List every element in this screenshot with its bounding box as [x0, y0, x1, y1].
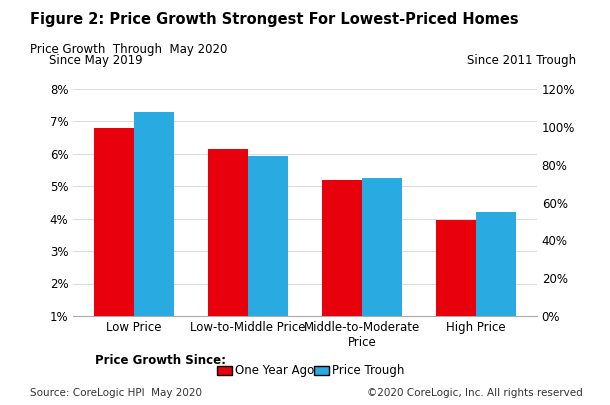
Text: Figure 2: Price Growth Strongest For Lowest-Priced Homes: Figure 2: Price Growth Strongest For Low…: [30, 12, 519, 27]
Bar: [322, 180, 362, 348]
Bar: [208, 149, 248, 348]
Bar: [436, 220, 476, 348]
Bar: [476, 212, 515, 348]
Bar: [95, 128, 134, 348]
Text: Price Growth Since:: Price Growth Since:: [95, 354, 226, 367]
Text: ©2020 CoreLogic, Inc. All rights reserved: ©2020 CoreLogic, Inc. All rights reserve…: [367, 388, 583, 398]
Text: Price Growth  Through  May 2020: Price Growth Through May 2020: [30, 43, 228, 55]
Bar: [362, 178, 402, 348]
Text: Since May 2019: Since May 2019: [49, 54, 142, 67]
Text: Price Trough: Price Trough: [332, 364, 405, 377]
Bar: [248, 156, 288, 348]
Text: Since 2011 Trough: Since 2011 Trough: [467, 54, 576, 67]
Text: One Year Ago: One Year Ago: [235, 364, 314, 377]
Bar: [134, 112, 174, 348]
Text: Source: CoreLogic HPI  May 2020: Source: CoreLogic HPI May 2020: [30, 388, 203, 398]
